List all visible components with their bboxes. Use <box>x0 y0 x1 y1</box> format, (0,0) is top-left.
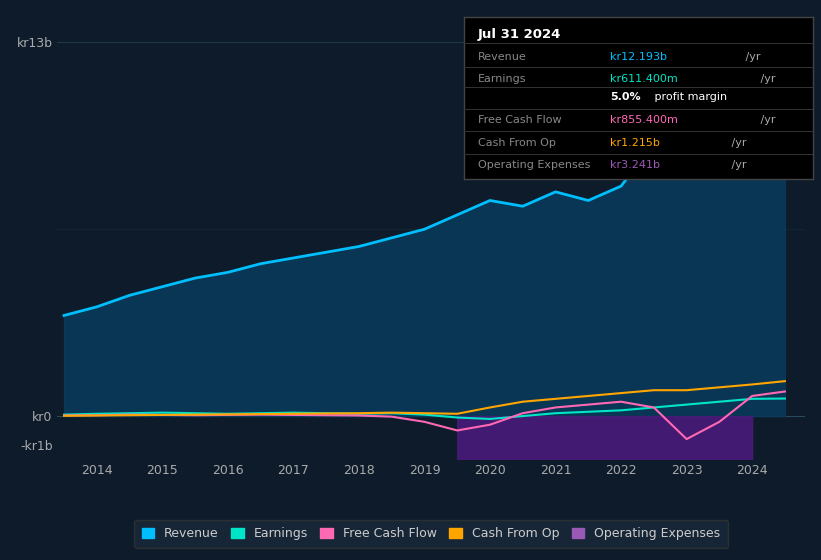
Text: /yr: /yr <box>757 115 776 125</box>
Text: kr3.241b: kr3.241b <box>610 160 660 170</box>
Text: /yr: /yr <box>727 138 746 148</box>
Text: kr855.400m: kr855.400m <box>610 115 678 125</box>
Text: Earnings: Earnings <box>478 74 526 85</box>
Text: 5.0%: 5.0% <box>610 92 641 102</box>
Text: profit margin: profit margin <box>650 92 727 102</box>
Text: /yr: /yr <box>757 74 776 85</box>
Text: kr611.400m: kr611.400m <box>610 74 678 85</box>
Legend: Revenue, Earnings, Free Cash Flow, Cash From Op, Operating Expenses: Revenue, Earnings, Free Cash Flow, Cash … <box>134 520 728 548</box>
Text: Revenue: Revenue <box>478 52 526 62</box>
Text: /yr: /yr <box>727 160 746 170</box>
Text: /yr: /yr <box>742 52 761 62</box>
Text: Jul 31 2024: Jul 31 2024 <box>478 28 562 41</box>
Text: Cash From Op: Cash From Op <box>478 138 556 148</box>
Text: kr1.215b: kr1.215b <box>610 138 660 148</box>
Text: kr12.193b: kr12.193b <box>610 52 667 62</box>
Text: Free Cash Flow: Free Cash Flow <box>478 115 562 125</box>
Text: Operating Expenses: Operating Expenses <box>478 160 590 170</box>
